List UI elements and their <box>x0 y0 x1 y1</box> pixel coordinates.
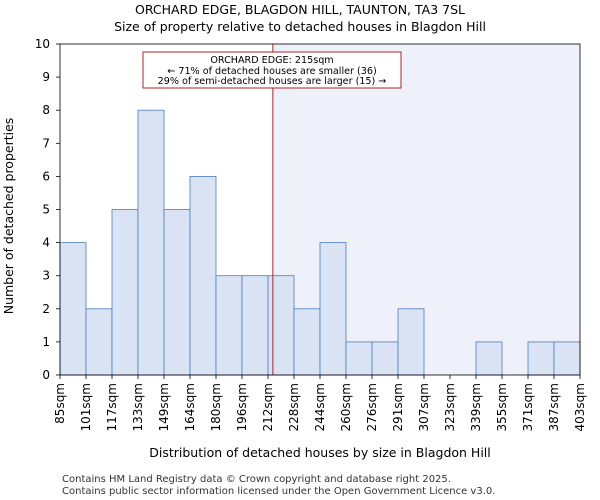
x-tick-label: 228sqm <box>287 383 301 431</box>
bar-101sqm <box>85 308 113 376</box>
bar-371sqm <box>527 341 555 376</box>
footer-line-2: Contains public sector information licen… <box>62 486 495 497</box>
x-tick-label: 323sqm <box>443 383 457 431</box>
bar-85sqm <box>59 242 87 376</box>
bar-276sqm <box>371 341 399 376</box>
y-tick-label: 5 <box>42 203 50 217</box>
y-tick-label: 9 <box>42 70 50 84</box>
footer-line-1: Contains HM Land Registry data © Crown c… <box>62 474 451 485</box>
y-tick-label: 10 <box>35 37 50 51</box>
x-tick-label: 85sqm <box>53 383 67 424</box>
x-tick-label: 355sqm <box>495 383 509 431</box>
x-tick-label: 244sqm <box>313 383 327 431</box>
bar-180sqm <box>215 275 243 376</box>
x-tick-label: 101sqm <box>79 383 93 431</box>
x-tick-label: 339sqm <box>469 383 483 431</box>
bar-387sqm <box>553 341 581 376</box>
bar-228sqm <box>293 308 321 376</box>
y-tick-label: 2 <box>42 302 50 316</box>
x-tick-label: 180sqm <box>209 383 223 431</box>
bar-196sqm <box>241 275 269 376</box>
y-tick-label: 0 <box>42 368 50 382</box>
x-tick-label: 276sqm <box>365 383 379 431</box>
x-tick-label: 196sqm <box>235 383 249 431</box>
bar-339sqm <box>475 341 503 376</box>
bar-212sqm <box>267 275 295 376</box>
bar-244sqm <box>319 242 347 376</box>
bar-117sqm <box>111 209 139 376</box>
x-tick-label: 133sqm <box>131 383 145 431</box>
x-tick-label: 291sqm <box>391 383 405 431</box>
x-tick-label: 387sqm <box>547 383 561 431</box>
bar-260sqm <box>345 341 373 376</box>
y-tick-label: 1 <box>42 335 50 349</box>
bar-149sqm <box>163 209 191 376</box>
x-tick-label: 260sqm <box>339 383 353 431</box>
bar-291sqm <box>397 308 425 376</box>
annotation-line-1: ORCHARD EDGE: 215sqm <box>210 55 333 66</box>
y-tick-label: 4 <box>42 236 50 250</box>
x-tick-label: 403sqm <box>573 383 587 431</box>
annotation-line-2: ← 71% of detached houses are smaller (36… <box>167 66 376 77</box>
x-tick-label: 117sqm <box>105 383 119 431</box>
x-tick-label: 164sqm <box>183 383 197 431</box>
x-axis-label: Distribution of detached houses by size … <box>149 445 491 460</box>
bar-133sqm <box>137 109 165 376</box>
x-tick-label: 371sqm <box>521 383 535 431</box>
x-tick-label: 307sqm <box>417 383 431 431</box>
y-tick-label: 6 <box>42 169 50 183</box>
y-axis-label: Number of detached properties <box>1 118 16 315</box>
annotation-box: ORCHARD EDGE: 215sqm ← 71% of detached h… <box>142 51 402 89</box>
y-tick-label: 8 <box>42 103 50 117</box>
x-tick-label: 212sqm <box>261 383 275 431</box>
annotation-line-3: 29% of semi-detached houses are larger (… <box>158 76 387 87</box>
bar-164sqm <box>189 175 217 376</box>
chart-subtitle: Size of property relative to detached ho… <box>114 19 486 34</box>
y-tick-label: 3 <box>42 269 50 283</box>
chart-title: ORCHARD EDGE, BLAGDON HILL, TAUNTON, TA3… <box>135 2 465 17</box>
y-tick-label: 7 <box>42 136 50 150</box>
x-tick-label: 149sqm <box>157 383 171 431</box>
